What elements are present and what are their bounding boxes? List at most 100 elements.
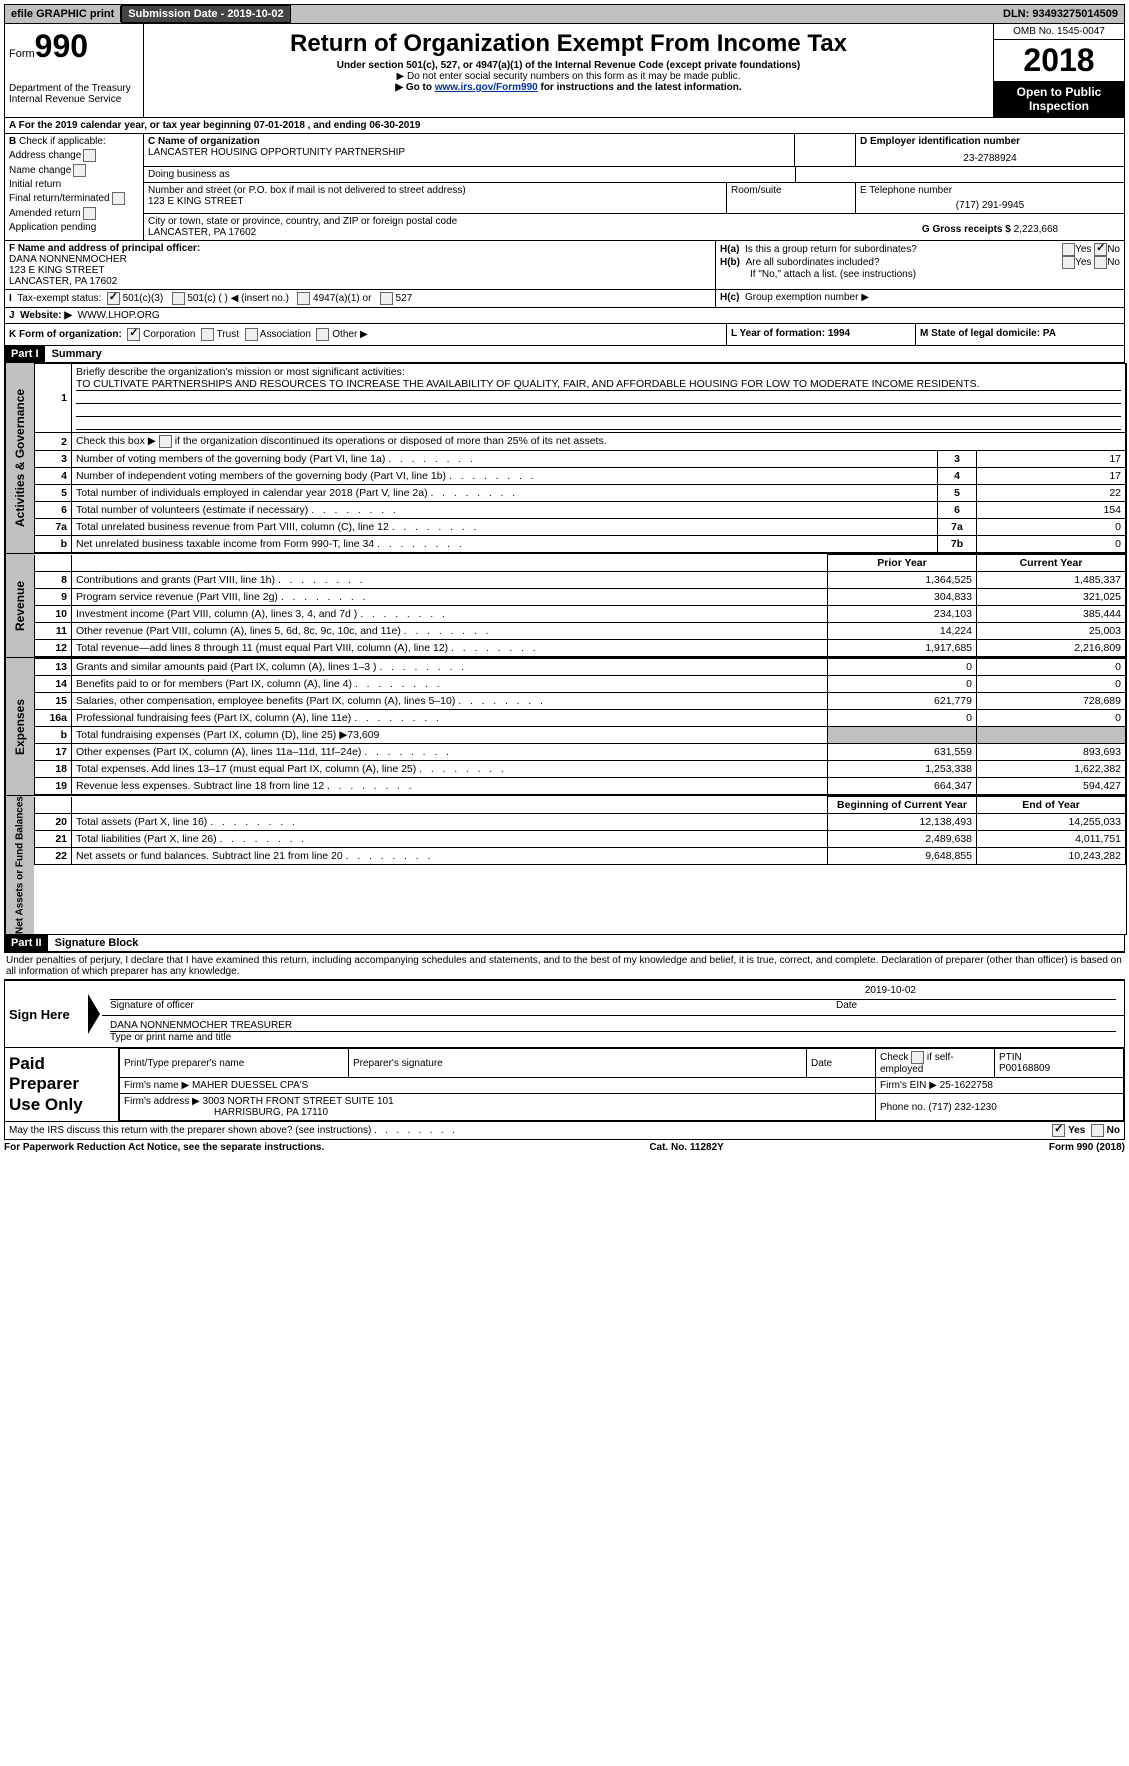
part1-header-row: Part I Summary (4, 346, 1125, 363)
street-label: Number and street (or P.O. box if mail i… (148, 185, 722, 196)
discuss-yes-checkbox[interactable] (1052, 1124, 1065, 1137)
table-row: bTotal fundraising expenses (Part IX, co… (35, 727, 1126, 744)
netassets-sidelabel: Net Assets or Fund Balances (5, 796, 34, 934)
open-to-public: Open to Public Inspection (994, 81, 1124, 117)
ha-yes-checkbox[interactable] (1062, 243, 1075, 256)
501c3-checkbox[interactable] (107, 292, 120, 305)
dln: DLN: 93493275014509 (997, 6, 1124, 22)
name-change-checkbox[interactable] (73, 164, 86, 177)
penalties-text: Under penalties of perjury, I declare th… (4, 952, 1125, 979)
other-checkbox[interactable] (316, 328, 329, 341)
hb-yes-checkbox[interactable] (1062, 256, 1075, 269)
4947-checkbox[interactable] (297, 292, 310, 305)
prior-year-header: Prior Year (828, 555, 977, 572)
form-org-label: K Form of organization: (9, 329, 122, 340)
hb-no-checkbox[interactable] (1094, 256, 1107, 269)
governance-section: Activities & Governance 1 Briefly descri… (4, 363, 1127, 554)
prep-sig-header: Preparer's signature (349, 1049, 807, 1078)
opt-corp: Corporation (143, 329, 195, 340)
row-a-calendar-year: A For the 2019 calendar year, or tax yea… (4, 118, 1125, 134)
addr-change-checkbox[interactable] (83, 149, 96, 162)
table-row: 6Total number of volunteers (estimate if… (35, 502, 1126, 519)
final-return-checkbox[interactable] (112, 192, 125, 205)
prep-date-header: Date (807, 1049, 876, 1078)
amended-return-label: Amended return (9, 208, 81, 219)
trust-checkbox[interactable] (201, 328, 214, 341)
self-employed-checkbox[interactable] (911, 1051, 924, 1064)
amended-return-checkbox[interactable] (83, 207, 96, 220)
table-row: 21Total liabilities (Part X, line 26)2,4… (35, 831, 1126, 848)
hb-note: If "No," attach a list. (see instruction… (720, 269, 1120, 280)
section-j: J Website: ▶ WWW.LHOP.ORG (4, 308, 1125, 324)
revenue-sidelabel: Revenue (5, 554, 34, 657)
revenue-section: Revenue Prior Year Current Year 8Contrib… (4, 554, 1127, 658)
addr-change-label: Address change (9, 150, 81, 161)
initial-return-label: Initial return (9, 179, 61, 190)
part1-title: Summary (48, 346, 106, 362)
assoc-checkbox[interactable] (245, 328, 258, 341)
hc-label: Group exemption number ▶ (745, 292, 869, 303)
year-formation: L Year of formation: 1994 (726, 324, 915, 345)
app-pending-label: Application pending (9, 222, 96, 233)
discuss-label: May the IRS discuss this return with the… (9, 1125, 455, 1136)
irs-label: Internal Revenue Service (9, 94, 139, 105)
website-label: Website: ▶ (20, 310, 72, 321)
dba-label: Doing business as (148, 169, 791, 180)
table-row: 14Benefits paid to or for members (Part … (35, 676, 1126, 693)
gross-receipts-value: 2,223,668 (1014, 224, 1059, 235)
submission-date: Submission Date - 2019-10-02 (121, 5, 290, 23)
tel-value: (717) 291-9945 (860, 200, 1120, 211)
expenses-sidelabel: Expenses (5, 658, 34, 795)
opt-527: 527 (396, 293, 413, 304)
section-klm: K Form of organization: Corporation Trus… (4, 324, 1125, 346)
opt-other: Other ▶ (332, 329, 367, 340)
discuss-no-checkbox[interactable] (1091, 1124, 1104, 1137)
firm-ein-value: 25-1622758 (940, 1080, 993, 1091)
501c-checkbox[interactable] (172, 292, 185, 305)
org-name-label: C Name of organization (148, 136, 790, 147)
tax-year: 2018 (994, 40, 1124, 81)
current-year-header: Current Year (977, 555, 1126, 572)
city-label: City or town, state or province, country… (148, 216, 852, 227)
officer-city: LANCASTER, PA 17602 (9, 276, 711, 287)
sig-name-value: DANA NONNENMOCHER TREASURER (110, 1020, 1116, 1032)
ein-value: 23-2788924 (860, 153, 1120, 164)
ptin-label: PTIN (999, 1052, 1022, 1063)
ha-no-checkbox[interactable] (1094, 243, 1107, 256)
page-footer: For Paperwork Reduction Act Notice, see … (4, 1140, 1125, 1155)
table-row: bNet unrelated business taxable income f… (35, 536, 1126, 553)
check-applicable-label: Check if applicable: (19, 136, 106, 147)
sign-section: Sign Here 2019-10-02 Signature of office… (4, 979, 1125, 1048)
gross-receipts-label: G Gross receipts $ (922, 224, 1011, 235)
form-title: Return of Organization Exempt From Incom… (148, 30, 989, 58)
state-domicile: M State of legal domicile: PA (915, 324, 1124, 345)
prep-name-header: Print/Type preparer's name (120, 1049, 349, 1078)
discuss-row: May the IRS discuss this return with the… (4, 1122, 1125, 1140)
table-row: 15Salaries, other compensation, employee… (35, 693, 1126, 710)
form-header: Form990 Department of the Treasury Inter… (4, 24, 1125, 118)
org-name: LANCASTER HOUSING OPPORTUNITY PARTNERSHI… (148, 147, 790, 158)
firm-name-value: MAHER DUESSEL CPA'S (192, 1080, 308, 1091)
sig-name-label: Type or print name and title (110, 1032, 1116, 1043)
officer-label: F Name and address of principal officer: (9, 243, 200, 254)
form-subtitle: Under section 501(c), 527, or 4947(a)(1)… (148, 60, 989, 71)
prep-check-label: Check (880, 1052, 908, 1063)
part2-title: Signature Block (51, 935, 143, 951)
sig-officer-label: Signature of officer (110, 1000, 836, 1011)
section-fh: F Name and address of principal officer:… (4, 241, 1125, 290)
table-row: 10Investment income (Part VIII, column (… (35, 606, 1126, 623)
form-prefix: Form (9, 48, 35, 60)
sign-here-label: Sign Here (5, 981, 88, 1047)
officer-street: 123 E KING STREET (9, 265, 711, 276)
527-checkbox[interactable] (380, 292, 393, 305)
corp-checkbox[interactable] (127, 328, 140, 341)
opt-trust: Trust (217, 329, 239, 340)
line2-checkbox[interactable] (159, 435, 172, 448)
irs-link[interactable]: www.irs.gov/Form990 (435, 82, 538, 93)
efile-label: efile GRAPHIC print (5, 6, 121, 22)
sign-date-value: 2019-10-02 (110, 985, 1116, 1000)
firm-addr-label: Firm's address ▶ (124, 1096, 200, 1107)
firm-ein-label: Firm's EIN ▶ (880, 1080, 937, 1091)
omb-number: OMB No. 1545-0047 (994, 24, 1124, 40)
table-row: 3Number of voting members of the governi… (35, 451, 1126, 468)
